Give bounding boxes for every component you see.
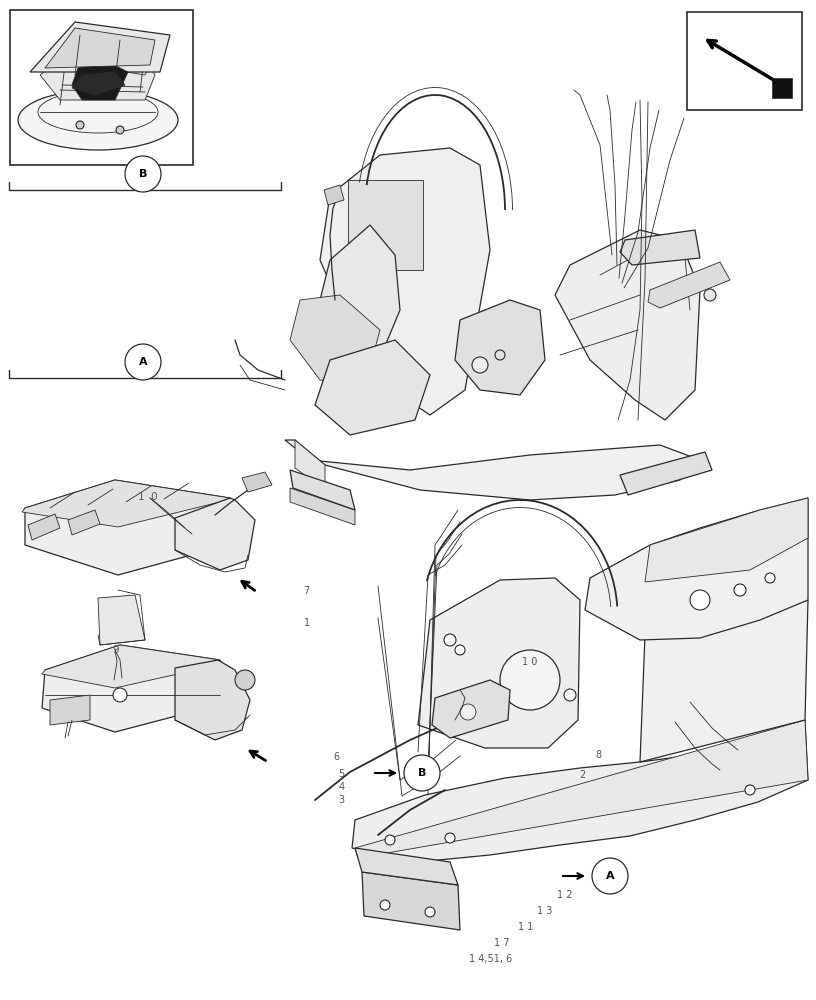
- Polygon shape: [620, 452, 712, 495]
- Polygon shape: [285, 440, 700, 500]
- Polygon shape: [315, 340, 430, 435]
- Polygon shape: [352, 720, 808, 862]
- Polygon shape: [25, 480, 230, 575]
- Bar: [687, 12, 802, 110]
- Polygon shape: [355, 720, 808, 858]
- Circle shape: [125, 344, 161, 380]
- Polygon shape: [50, 695, 90, 725]
- Text: 8: 8: [596, 750, 602, 760]
- Polygon shape: [640, 600, 808, 762]
- Circle shape: [444, 634, 456, 646]
- Polygon shape: [72, 72, 125, 95]
- Circle shape: [592, 858, 628, 894]
- Text: 6: 6: [333, 752, 339, 762]
- Polygon shape: [242, 472, 272, 492]
- Circle shape: [745, 785, 755, 795]
- Text: 1 3: 1 3: [537, 906, 552, 916]
- Polygon shape: [22, 480, 230, 527]
- Circle shape: [460, 704, 476, 720]
- Polygon shape: [455, 300, 545, 395]
- Polygon shape: [362, 872, 460, 930]
- Polygon shape: [98, 595, 145, 645]
- Text: B: B: [139, 169, 147, 179]
- Text: 5: 5: [339, 769, 345, 779]
- Polygon shape: [320, 148, 490, 415]
- Circle shape: [500, 650, 560, 710]
- Polygon shape: [320, 225, 400, 370]
- Circle shape: [472, 357, 488, 373]
- Polygon shape: [585, 498, 808, 640]
- Circle shape: [113, 688, 127, 702]
- Circle shape: [380, 900, 390, 910]
- Text: 4: 4: [339, 782, 345, 792]
- Polygon shape: [324, 185, 344, 205]
- Polygon shape: [290, 470, 355, 510]
- Polygon shape: [42, 645, 220, 688]
- Text: 1 2: 1 2: [557, 890, 573, 900]
- Polygon shape: [28, 514, 60, 540]
- Circle shape: [385, 835, 395, 845]
- Text: 1  0: 1 0: [138, 492, 157, 502]
- Polygon shape: [40, 60, 155, 100]
- Text: 2: 2: [579, 770, 586, 780]
- Polygon shape: [42, 645, 220, 732]
- Polygon shape: [72, 62, 128, 100]
- Circle shape: [445, 833, 455, 843]
- Polygon shape: [620, 230, 700, 265]
- Text: 1 0: 1 0: [522, 657, 538, 667]
- Text: 3: 3: [339, 795, 345, 805]
- Circle shape: [704, 289, 716, 301]
- Text: 1: 1: [304, 618, 310, 628]
- Text: A: A: [139, 357, 148, 367]
- Polygon shape: [45, 28, 155, 68]
- Polygon shape: [648, 262, 730, 308]
- Polygon shape: [175, 660, 250, 740]
- Polygon shape: [645, 498, 808, 582]
- Circle shape: [734, 584, 746, 596]
- Polygon shape: [290, 295, 380, 385]
- Circle shape: [495, 350, 505, 360]
- Polygon shape: [68, 510, 100, 535]
- Circle shape: [235, 670, 255, 690]
- Polygon shape: [30, 22, 170, 72]
- Polygon shape: [432, 680, 510, 738]
- Polygon shape: [555, 230, 700, 420]
- Polygon shape: [772, 78, 792, 98]
- Text: 1 7: 1 7: [494, 938, 510, 948]
- Circle shape: [690, 590, 710, 610]
- Circle shape: [564, 689, 576, 701]
- Polygon shape: [290, 488, 355, 525]
- Polygon shape: [55, 38, 155, 75]
- Polygon shape: [355, 848, 458, 885]
- Text: A: A: [605, 871, 614, 881]
- Text: B: B: [418, 768, 426, 778]
- Circle shape: [455, 645, 465, 655]
- Polygon shape: [295, 440, 325, 490]
- Text: 1 4,51, 6: 1 4,51, 6: [469, 954, 512, 964]
- Bar: [10, 10, 193, 165]
- Circle shape: [425, 907, 435, 917]
- Circle shape: [125, 156, 161, 192]
- Text: 7: 7: [304, 586, 310, 596]
- Circle shape: [765, 573, 775, 583]
- Circle shape: [404, 755, 440, 791]
- Polygon shape: [418, 578, 580, 748]
- Bar: [348, 180, 423, 270]
- Text: 9: 9: [112, 645, 118, 655]
- Circle shape: [116, 126, 124, 134]
- Polygon shape: [175, 498, 255, 570]
- Circle shape: [76, 121, 84, 129]
- Text: 1 1: 1 1: [518, 922, 534, 932]
- Ellipse shape: [18, 90, 178, 150]
